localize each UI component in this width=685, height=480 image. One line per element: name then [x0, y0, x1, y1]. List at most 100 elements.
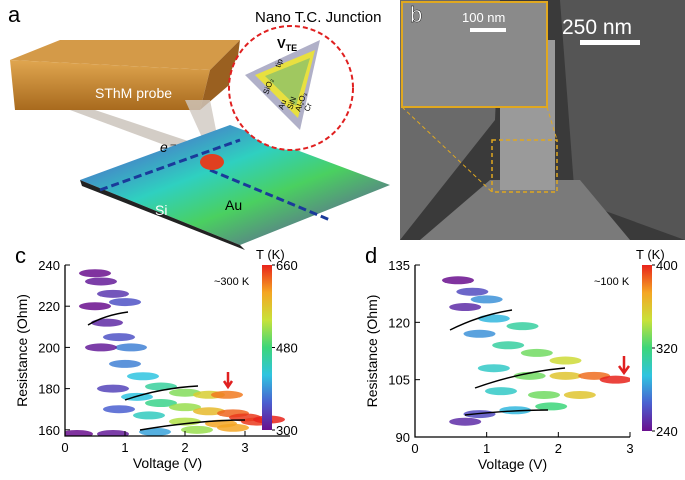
point	[528, 390, 560, 399]
point	[145, 382, 177, 391]
point	[91, 318, 123, 327]
x-tick-label: 2	[181, 440, 188, 455]
sample-edge	[80, 180, 245, 250]
arrow	[474, 367, 566, 389]
colorbar-tick-label: 480	[276, 341, 298, 356]
point	[599, 375, 630, 384]
inset-scale-label: 100 nm	[462, 10, 505, 25]
point	[109, 298, 141, 307]
x-tick-label: 1	[483, 441, 490, 456]
panel-label: d	[365, 243, 377, 268]
arrow	[87, 311, 129, 326]
voltage-symbol: V	[277, 36, 286, 51]
point	[217, 423, 249, 432]
point	[211, 390, 243, 399]
arrow	[449, 309, 513, 331]
red-arrow	[222, 372, 234, 390]
inset-layer	[265, 58, 310, 106]
point	[193, 407, 225, 416]
scale-label: 250 nm	[562, 16, 632, 39]
point	[477, 314, 510, 323]
sem-electrode	[420, 180, 630, 240]
point	[103, 405, 135, 414]
zoom-box	[491, 139, 558, 193]
points	[442, 276, 630, 426]
point	[103, 333, 135, 342]
panel-label: a	[8, 2, 21, 27]
point	[449, 417, 482, 426]
y-tick-label: 240	[38, 258, 60, 273]
y-axis-label: Resistance (Ohm)	[364, 295, 380, 408]
point	[79, 302, 111, 311]
point	[492, 341, 525, 350]
y-tick-label: 120	[388, 315, 410, 330]
electron-label: e⁻	[160, 139, 177, 155]
points	[65, 269, 285, 436]
point	[520, 348, 553, 357]
x-tick-label: 2	[555, 441, 562, 456]
panel-a: a Nano T.C. Junction SThM probe e⁻ Si Au…	[8, 2, 390, 250]
voltage-label: VTE	[277, 36, 297, 53]
point	[97, 384, 129, 393]
colorbar-tick-label: 320	[656, 341, 678, 356]
colorbar-tick-label: 660	[276, 258, 298, 273]
au-label: Au	[225, 197, 242, 213]
layer-label: tip	[273, 57, 285, 69]
x-tick-label: 0	[411, 441, 418, 456]
point	[169, 417, 201, 426]
scale-bar	[580, 40, 640, 45]
probe-label: SThM probe	[95, 85, 172, 101]
point	[97, 289, 129, 298]
point	[127, 372, 159, 381]
arrow	[464, 409, 549, 416]
layer-label: Cr	[302, 101, 313, 112]
x-tick-label: 0	[61, 440, 68, 455]
y-tick-label: 105	[388, 373, 410, 388]
point	[442, 276, 474, 285]
probe-side	[200, 40, 240, 110]
voltage-sub: TE	[286, 43, 298, 53]
x-axis-label: Voltage (V)	[133, 455, 202, 471]
point	[549, 371, 582, 380]
annotation: ~300 K	[214, 276, 250, 288]
point	[115, 343, 147, 352]
y-tick-label: 220	[38, 299, 60, 314]
point	[169, 403, 201, 412]
point	[549, 356, 582, 365]
panel-title: Nano T.C. Junction	[255, 9, 381, 26]
point	[449, 303, 482, 312]
arrow	[124, 385, 199, 401]
point	[485, 387, 517, 396]
point	[181, 425, 213, 434]
probe-top	[10, 40, 240, 70]
y-tick-label: 200	[38, 340, 60, 355]
zoom-line	[546, 106, 558, 141]
x-tick-label: 3	[241, 440, 248, 455]
colorbar-label: T (K)	[256, 247, 285, 262]
red-arrow	[617, 356, 631, 376]
charts: 0 1 2 3 160 180 200 220 240 Voltage (V) Resistance…	[14, 243, 678, 472]
point	[85, 277, 117, 286]
layer-label: Au	[276, 98, 288, 110]
scale-bar	[470, 28, 506, 32]
point	[133, 411, 165, 420]
point	[169, 388, 201, 397]
y-tick-label: 135	[388, 258, 410, 273]
x-tick-label: 3	[626, 441, 633, 456]
x-axis-label: Voltage (V)	[478, 456, 547, 472]
colorbar-tick-label: 300	[276, 423, 298, 438]
sem-inset	[401, 1, 548, 108]
point	[563, 390, 596, 399]
point	[513, 371, 546, 380]
arrow	[139, 419, 246, 431]
y-tick-label: 180	[38, 382, 60, 397]
edge-line	[209, 168, 331, 222]
point	[65, 429, 93, 436]
sem-electrode	[560, 0, 685, 240]
point	[535, 402, 568, 411]
point	[506, 322, 539, 331]
hot-spot	[200, 154, 224, 170]
point	[463, 329, 496, 338]
panel-b: b 250 nm 100 nm	[400, 0, 685, 240]
